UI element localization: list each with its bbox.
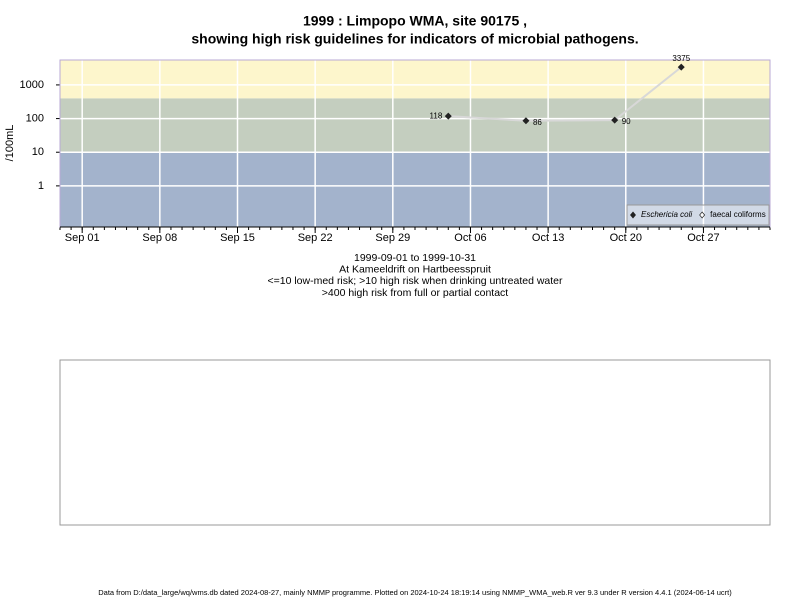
data-point (444, 112, 452, 120)
legend-marker (630, 211, 636, 219)
series-line (448, 66, 682, 122)
data-label: 86 (533, 118, 542, 127)
note: At Kameeldrift on Hartbeesspruit (339, 263, 491, 275)
data-label: 118 (430, 111, 443, 120)
x-tick-label: Oct 27 (687, 232, 719, 244)
chart-title: 1999 : Limpopo WMA, site 90175 , (303, 13, 527, 29)
y-axis-label: /100mL (4, 125, 16, 162)
x-tick-label: Sep 15 (220, 232, 255, 244)
legend-label: Eschericia coli (641, 210, 692, 219)
x-tick-label: Oct 13 (532, 232, 564, 244)
legend-marker (699, 211, 706, 219)
x-tick-label: Sep 08 (142, 232, 177, 244)
x-tick-label: Sep 01 (65, 232, 100, 244)
chart-title: showing high risk guidelines for indicat… (191, 31, 638, 47)
data-point (677, 63, 685, 71)
data-point (522, 117, 530, 125)
footer: Data from D:/data_large/wq/wms.db dated … (98, 588, 732, 597)
y-tick-label: 100 (26, 112, 44, 124)
data-point (611, 116, 619, 124)
legend-box (626, 204, 770, 226)
note: >400 high risk from full or partial cont… (322, 287, 509, 299)
legend-label: faecal coliforms (710, 210, 766, 219)
risk-band (60, 60, 770, 99)
note: 1999-09-01 to 1999-10-31 (354, 252, 476, 264)
x-tick-label: Oct 06 (454, 232, 486, 244)
y-tick-label: 1 (38, 180, 44, 192)
x-tick-label: Oct 20 (610, 232, 642, 244)
y-tick-label: 1000 (20, 79, 44, 91)
data-label: 90 (622, 117, 631, 126)
x-tick-label: Sep 29 (375, 232, 410, 244)
empty-panel (59, 359, 771, 526)
x-tick-label: Sep 22 (298, 232, 333, 244)
data-label: 3375 (672, 54, 690, 63)
risk-band (60, 98, 770, 153)
y-tick-label: 10 (32, 146, 44, 158)
note: <=10 low-med risk; >10 high risk when dr… (267, 275, 563, 287)
